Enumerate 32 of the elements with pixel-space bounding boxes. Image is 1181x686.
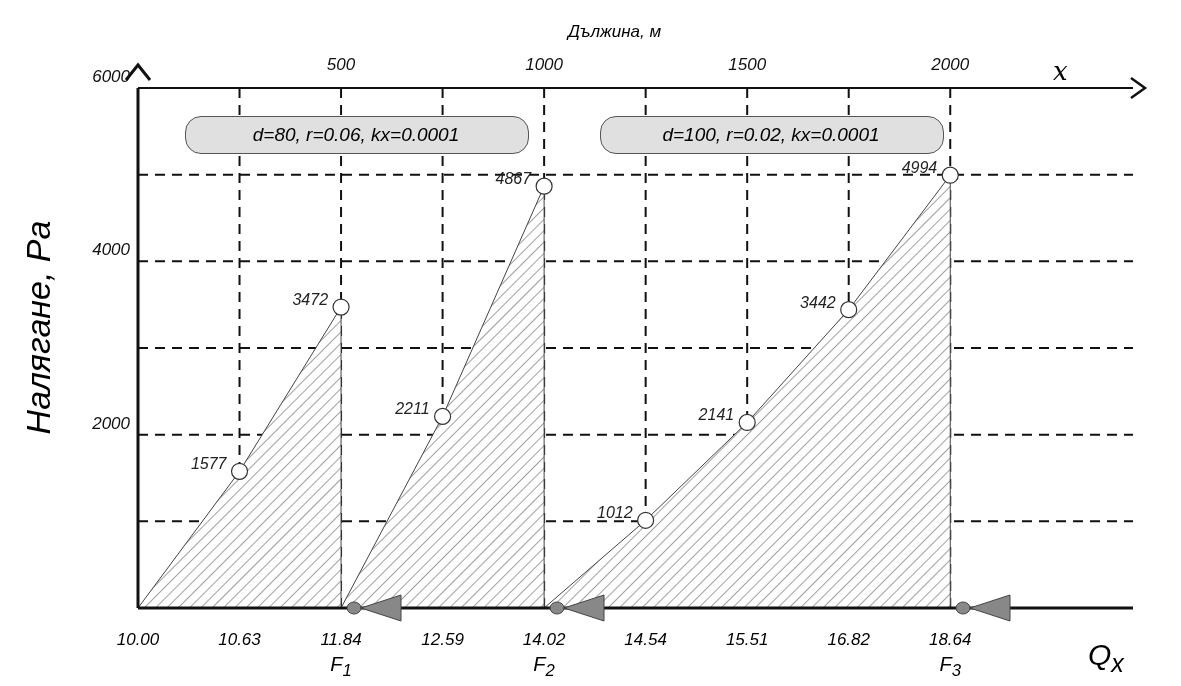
annotation: 14.54 xyxy=(624,630,667,649)
y-tick-label: 4000 xyxy=(92,240,131,260)
annotation: d=100, r=0.02, kx=0.0001 xyxy=(662,124,880,145)
x-tick-label: 2000 xyxy=(930,55,970,74)
annotation: 10.63 xyxy=(218,630,261,649)
annotation: F$_{3}$ xyxy=(939,653,961,680)
data-label: 1012 xyxy=(597,504,633,522)
data-label: 3442 xyxy=(800,293,836,311)
annotation: F$_{2}$ xyxy=(533,653,555,680)
annotation: 10.00 xyxy=(116,630,160,649)
data-label: 2141 xyxy=(697,406,735,424)
x-tick-label: 1500 xyxy=(728,55,767,74)
annotation: 12.59 xyxy=(421,630,464,649)
x-tick-label: 1000 xyxy=(525,55,564,74)
data-label: 2211 xyxy=(394,400,430,418)
annotation: 16.82 xyxy=(827,630,870,649)
text: x xyxy=(1053,56,1068,86)
annotation: F$_{1}$ xyxy=(330,653,352,680)
y-tick-label: 2000 xyxy=(91,413,131,433)
text: Q$_{x}$ xyxy=(1088,638,1124,677)
annotation: 11.84 xyxy=(320,630,362,649)
annotation: 18.64 xyxy=(928,630,972,649)
data-label: 3472 xyxy=(292,291,329,309)
annotation: 14.02 xyxy=(522,630,566,649)
annotation: d=80, r=0.06, kx=0.0001 xyxy=(252,124,460,145)
annotation: 15.51 xyxy=(725,630,769,649)
x-axis-title: Дължина, м xyxy=(568,22,662,41)
y-tick-label: 6000 xyxy=(92,67,131,86)
data-label: 4994 xyxy=(901,159,938,177)
y-axis-title: Налягане, Pa xyxy=(18,220,57,435)
x-tick-label: 500 xyxy=(326,55,356,74)
data-label: 1577 xyxy=(190,455,228,473)
